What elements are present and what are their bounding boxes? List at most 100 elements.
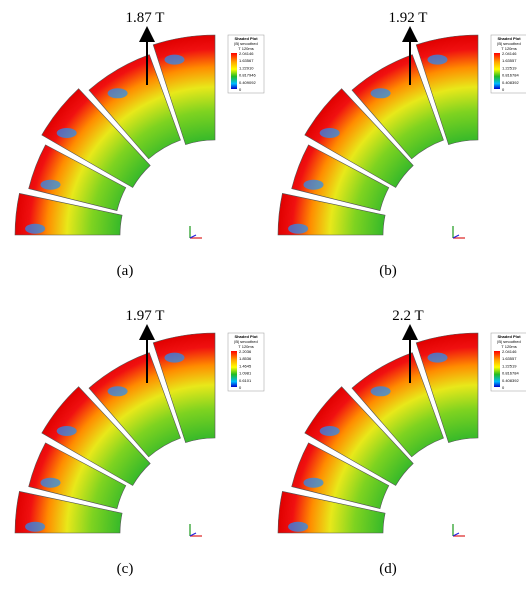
legend-time: T 120ms [238, 46, 254, 51]
legend-value: 0.816784 [502, 73, 519, 78]
legend-time: T 120ms [501, 46, 517, 51]
legend-title: Shaded Plot [234, 36, 258, 41]
legend-title: Shaded Plot [497, 36, 521, 41]
magnet-segment [304, 386, 414, 486]
caption: (a) [117, 263, 134, 279]
legend-value: 0.816784 [502, 371, 519, 376]
field-plot [277, 332, 479, 534]
legend-title: Shaded Plot [497, 334, 521, 339]
legend-value: 0 [502, 87, 505, 92]
low-field-spot [56, 426, 77, 436]
low-field-spot [288, 521, 309, 532]
legend-value: 0 [502, 385, 505, 390]
magnet-segment [41, 386, 151, 486]
legend-value: 1.4645 [239, 363, 252, 368]
field-plot [14, 34, 216, 236]
magnet-segment [14, 491, 123, 534]
legend-title: Shaded Plot [234, 334, 258, 339]
low-field-spot [303, 179, 324, 190]
field-plot [14, 332, 216, 534]
legend-subtitle: |B| smoothed [234, 41, 257, 46]
low-field-spot [164, 352, 185, 363]
low-field-spot [25, 223, 46, 234]
magnet-segment [41, 88, 151, 188]
legend-value: 1.63567 [239, 58, 254, 63]
legend-value: 0 [239, 385, 242, 390]
magnet-segment [28, 442, 127, 509]
low-field-spot [288, 223, 309, 234]
legend-value: 1.63557 [502, 58, 517, 63]
legend-value: 1.63557 [502, 356, 517, 361]
legend-value: 1.0981 [239, 371, 252, 376]
field-label: 1.87 T [126, 10, 165, 26]
low-field-spot [303, 477, 324, 488]
legend-value: 0.408392 [502, 80, 519, 85]
legend-value: 0 [239, 87, 242, 92]
low-field-spot [319, 128, 340, 138]
low-field-spot [107, 88, 128, 99]
legend-bar [231, 53, 237, 89]
magnet-segment [304, 88, 414, 188]
low-field-spot [370, 88, 391, 99]
field-label: 1.92 T [389, 10, 428, 26]
legend-time: T 120ms [501, 344, 517, 349]
legend-value: 2.2036 [239, 349, 252, 354]
low-field-spot [56, 128, 77, 138]
magnet-segment [277, 193, 386, 236]
legend-bar [494, 53, 500, 89]
low-field-spot [427, 54, 448, 65]
legend-value: 0.817946 [239, 73, 256, 78]
low-field-spot [25, 521, 46, 532]
low-field-spot [40, 179, 61, 190]
low-field-spot [40, 477, 61, 488]
legend-value: 0.6101 [239, 378, 252, 383]
caption: (b) [379, 263, 397, 279]
legend-value: 2.04146 [502, 51, 517, 56]
legend-value: 2.04146 [502, 349, 517, 354]
low-field-spot [319, 426, 340, 436]
magnet-segment [277, 491, 386, 534]
axis-z [452, 532, 460, 537]
low-field-spot [370, 386, 391, 397]
caption: (d) [379, 561, 397, 577]
axis-z [452, 234, 460, 239]
magnet-segment [351, 352, 444, 458]
field-label: 1.97 T [126, 308, 165, 324]
legend-value: 1.22910 [239, 65, 254, 70]
magnet-segment [351, 54, 444, 160]
legend-value: 1.22519 [502, 363, 517, 368]
legend-value: 1.8536 [239, 356, 252, 361]
legend-subtitle: |B| smoothed [234, 339, 257, 344]
caption: (c) [117, 561, 134, 577]
legend-value: 1.22519 [502, 65, 517, 70]
axis-z [189, 234, 197, 239]
legend-value: 0.408392 [502, 378, 519, 383]
field-plot [277, 34, 479, 236]
magnet-segment [88, 54, 181, 160]
axis-z [189, 532, 197, 537]
legend-value: 2.04146 [239, 51, 254, 56]
magnet-segment [14, 193, 123, 236]
legend-subtitle: |B| smoothed [497, 339, 520, 344]
low-field-spot [427, 352, 448, 363]
legend-value: 0.409092 [239, 80, 256, 85]
low-field-spot [107, 386, 128, 397]
legend-time: T 120ms [238, 344, 254, 349]
field-label: 2.2 T [392, 308, 423, 324]
legend-subtitle: |B| smoothed [497, 41, 520, 46]
low-field-spot [164, 54, 185, 65]
legend-bar [494, 351, 500, 387]
magnet-segment [291, 144, 390, 211]
legend-bar [231, 351, 237, 387]
magnet-segment [88, 352, 181, 458]
magnet-segment [28, 144, 127, 211]
